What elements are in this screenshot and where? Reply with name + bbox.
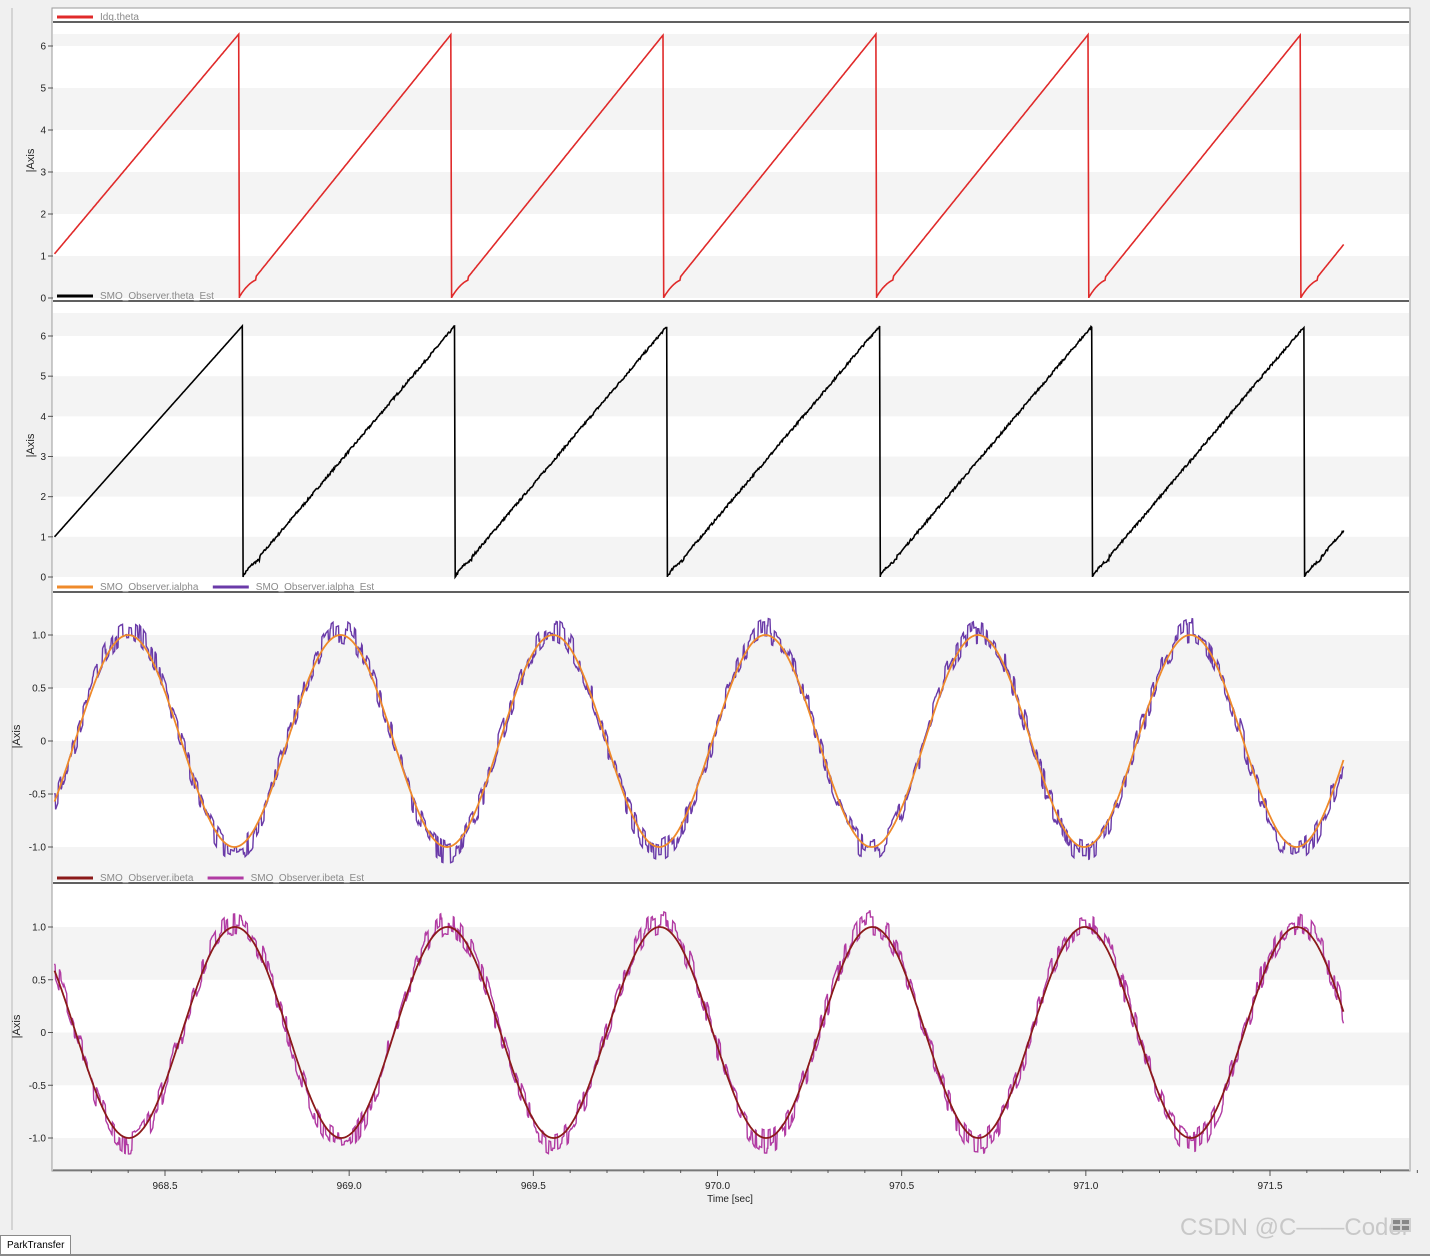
grid-band bbox=[53, 256, 1409, 298]
panel-3: SMO_Observer.ialpha SMO_Observer.ialpha_E… bbox=[11, 582, 1409, 881]
grid-band bbox=[53, 456, 1409, 497]
grid-layout-icon[interactable] bbox=[1391, 1218, 1411, 1232]
x-tick-label: 971.5 bbox=[1257, 1181, 1282, 1192]
y-tick-label: -1.0 bbox=[29, 843, 47, 854]
y-axis-label: |Axis bbox=[11, 1014, 23, 1038]
y-tick-label: 1 bbox=[40, 532, 46, 543]
y-tick-label: 6 bbox=[40, 332, 46, 343]
y-tick-label: 2 bbox=[40, 210, 46, 221]
y-tick-label: -0.5 bbox=[29, 1081, 47, 1092]
grid-band bbox=[53, 88, 1409, 130]
tab-parktransfer[interactable]: ParkTransfer bbox=[0, 1235, 72, 1255]
y-tick-label: 0.5 bbox=[32, 684, 46, 695]
y-tick-label: 6 bbox=[40, 42, 46, 53]
legend-label: SMO_Observer.ibeta_Est bbox=[251, 873, 365, 884]
grid-band bbox=[53, 847, 1409, 881]
series-line-theta bbox=[53, 31, 1345, 299]
y-tick-label: 0 bbox=[40, 737, 46, 748]
y-tick-label: 3 bbox=[40, 168, 46, 179]
watermark: CSDN @C——Coder bbox=[1180, 1214, 1410, 1241]
grid-band bbox=[53, 313, 1409, 336]
tab-strip bbox=[0, 1254, 1430, 1256]
x-tick-label: 969.5 bbox=[521, 1181, 546, 1192]
panel-4: SMO_Observer.ibeta SMO_Observer.ibeta_Est… bbox=[11, 873, 1409, 1170]
y-axis-label: |Axis bbox=[25, 148, 37, 172]
y-tick-label: 5 bbox=[40, 372, 46, 383]
series-line-ibeta-est bbox=[53, 910, 1345, 1155]
grid-band bbox=[53, 635, 1409, 688]
x-tick-label: 971.0 bbox=[1073, 1181, 1098, 1192]
legend-label: SMO_Observer.ialpha_Est bbox=[256, 582, 375, 593]
grid-band bbox=[53, 536, 1409, 577]
x-axis-title: Time [sec] bbox=[707, 1194, 753, 1205]
grid-band bbox=[53, 376, 1409, 417]
y-tick-label: 1.0 bbox=[32, 631, 46, 642]
y-tick-label: 2 bbox=[40, 492, 46, 503]
y-tick-label: 0 bbox=[40, 573, 46, 584]
x-tick-label: 970.0 bbox=[705, 1181, 730, 1192]
panel-2: SMO_Observer.theta_Est 0 1 2 3 4 5 6 |Axis bbox=[25, 291, 1409, 584]
grid-band bbox=[53, 1138, 1409, 1170]
grid-band bbox=[53, 34, 1409, 46]
y-tick-label: -1.0 bbox=[29, 1134, 47, 1145]
x-tick-label: 968.5 bbox=[152, 1181, 177, 1192]
series-line-ibeta bbox=[53, 926, 1345, 1139]
grid-band bbox=[53, 927, 1409, 980]
legend-label: Idq.theta bbox=[100, 12, 139, 23]
series-line-ialpha bbox=[53, 634, 1345, 848]
y-axis-label: |Axis bbox=[25, 433, 37, 457]
y-tick-label: -0.5 bbox=[29, 790, 47, 801]
grid-band bbox=[53, 1032, 1409, 1086]
panel-1: Idq.theta 0 1 2 3 4 5 6 |Axis bbox=[25, 12, 1409, 305]
legend-label: SMO_Observer.ialpha bbox=[100, 582, 199, 593]
y-tick-label: 3 bbox=[40, 452, 46, 463]
series-line-theta-est bbox=[53, 323, 1345, 580]
y-tick-label: 0 bbox=[40, 1028, 46, 1039]
y-tick-label: 1.0 bbox=[32, 923, 46, 934]
y-tick-label: 4 bbox=[40, 412, 46, 423]
x-tick-label: 970.5 bbox=[889, 1181, 914, 1192]
y-tick-label: 5 bbox=[40, 84, 46, 95]
y-tick-label: 0 bbox=[40, 294, 46, 305]
legend-label: SMO_Observer.theta_Est bbox=[100, 291, 214, 302]
x-tick-label: 969.0 bbox=[337, 1181, 362, 1192]
y-tick-label: 1 bbox=[40, 252, 46, 263]
legend-label: SMO_Observer.ibeta bbox=[100, 873, 194, 884]
y-tick-label: 4 bbox=[40, 126, 46, 137]
y-axis-label: |Axis bbox=[11, 724, 23, 748]
grid-band bbox=[53, 172, 1409, 214]
grid-band bbox=[53, 741, 1409, 794]
y-tick-label: 0.5 bbox=[32, 975, 46, 986]
